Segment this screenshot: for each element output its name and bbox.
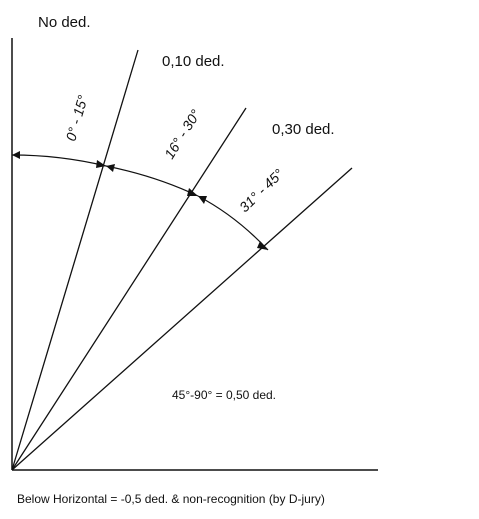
arrowhead-icon xyxy=(187,188,198,196)
arc-0-15 xyxy=(11,154,107,167)
angle-range-31-45-label: 31° - 45° xyxy=(236,165,287,215)
arc-16-30 xyxy=(105,165,199,197)
deduction-050-label: 45°-90° = 0,50 ded. xyxy=(172,388,276,402)
arrowhead-icon xyxy=(257,241,268,250)
arrowhead-icon xyxy=(198,196,207,204)
footer-caption: Below Horizontal = -0,5 ded. & non-recog… xyxy=(17,492,325,506)
ray-45-degree xyxy=(11,167,353,471)
arrowhead-icon xyxy=(96,160,106,168)
deduction-030-label: 0,30 ded. xyxy=(272,121,335,138)
ray-15-degree xyxy=(11,49,139,471)
ray-30-degree xyxy=(11,107,247,471)
angle-range-16-30-label: 16° - 30° xyxy=(161,106,204,161)
arrowhead-icon xyxy=(106,164,115,172)
no-deduction-label: No ded. xyxy=(38,14,91,31)
deduction-010-label: 0,10 ded. xyxy=(162,53,225,70)
arrowhead-icon xyxy=(12,151,20,159)
angle-range-0-15-label: 0° - 15° xyxy=(63,93,91,143)
